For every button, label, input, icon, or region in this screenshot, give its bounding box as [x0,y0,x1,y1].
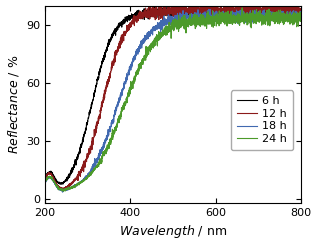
24 h [292,11,295,14]
12 h [56,184,60,187]
24 h [161,28,165,31]
Line: 12 h: 12 h [45,0,301,190]
12 h [61,189,65,192]
24 h [43,180,47,183]
6 h [168,12,171,15]
12 h [168,13,171,16]
6 h [299,12,303,15]
18 h [168,20,171,23]
6 h [56,181,60,184]
Line: 24 h: 24 h [45,8,301,191]
12 h [177,0,181,1]
6 h [161,11,165,14]
6 h [245,11,249,14]
18 h [245,16,249,19]
24 h [240,6,244,9]
Line: 6 h: 6 h [45,5,301,184]
18 h [292,13,295,15]
24 h [245,14,249,17]
12 h [292,13,295,16]
18 h [207,8,211,11]
12 h [245,11,249,14]
18 h [161,22,165,25]
24 h [168,21,171,24]
6 h [58,183,62,185]
24 h [62,190,66,193]
Legend: 6 h, 12 h, 18 h, 24 h: 6 h, 12 h, 18 h, 24 h [231,90,293,150]
24 h [56,185,60,188]
18 h [299,13,303,15]
24 h [292,15,296,18]
18 h [292,9,296,12]
24 h [299,19,303,22]
12 h [299,17,303,20]
X-axis label: $\it{Wavelength}$ / nm: $\it{Wavelength}$ / nm [119,223,227,240]
6 h [292,12,296,15]
Line: 18 h: 18 h [45,9,301,192]
12 h [292,14,296,17]
6 h [43,177,47,180]
12 h [161,9,165,12]
6 h [292,12,295,15]
6 h [271,4,275,7]
Y-axis label: $\it{Reflectance}$ / %: $\it{Reflectance}$ / % [6,55,21,154]
18 h [56,187,60,190]
18 h [61,190,64,193]
12 h [43,178,47,181]
18 h [43,180,47,183]
